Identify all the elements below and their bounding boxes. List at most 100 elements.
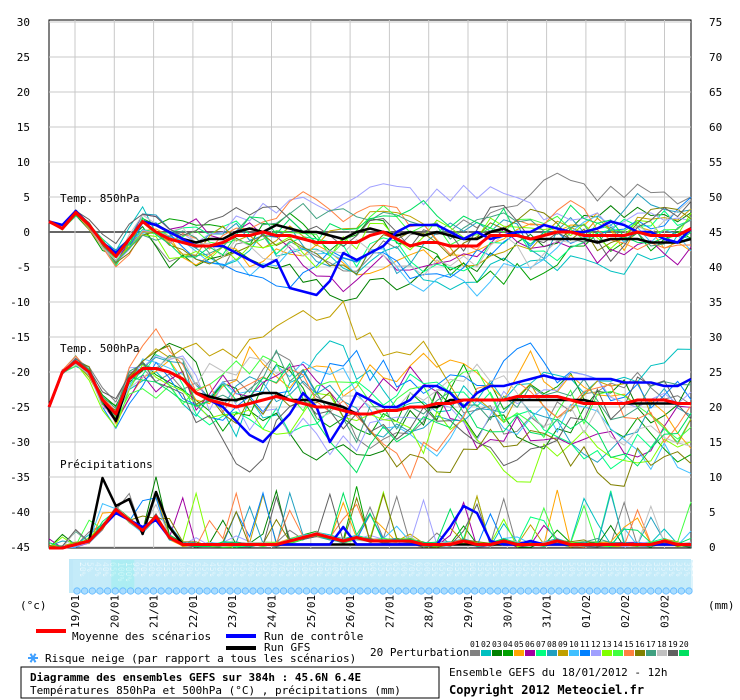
snow-risk-cell	[386, 560, 395, 590]
x-date-label: 28/01	[423, 595, 436, 628]
snow-risk-flake	[624, 587, 632, 595]
snow-risk-cell	[111, 560, 120, 590]
perturbation-id: 12	[591, 640, 601, 649]
snow-risk-flake	[218, 587, 226, 595]
x-date-label: 24/01	[266, 595, 279, 628]
left-tick-label: -25	[10, 401, 30, 414]
snow-risk-flake	[356, 587, 364, 595]
perturbation-line-500	[48, 360, 692, 474]
snow-risk-cell	[486, 560, 495, 590]
left-tick-label: 10	[17, 156, 30, 169]
left-tick-label: -5	[17, 261, 30, 274]
perturbation-line-500	[48, 342, 692, 461]
x-date-label: 29/01	[462, 595, 475, 628]
perturbation-id: 15	[624, 640, 634, 649]
perturbation-id: 13	[602, 640, 612, 649]
snow-risk-flake	[172, 587, 181, 595]
snow-risk-flake	[425, 587, 433, 595]
snow-risk-flake	[88, 587, 96, 595]
snow-risk-flake	[647, 587, 655, 595]
x-date-label: 19/01	[69, 595, 82, 628]
perturbation-swatch	[624, 650, 634, 656]
perturbation-swatch	[668, 650, 678, 656]
snow-risk-cell	[203, 560, 212, 590]
snow-risk-cell	[409, 560, 418, 590]
perturbation-line-500	[48, 327, 692, 480]
snow-risk-flake	[562, 587, 571, 595]
snow-risk-cell	[126, 560, 135, 590]
perturbation-swatch	[657, 650, 667, 656]
chart-subtitle: Températures 850hPa et 500hPa (°C) , pré…	[30, 684, 401, 697]
snow-risk-flake	[463, 587, 471, 595]
snow-risk-cell	[157, 560, 166, 590]
perturbation-swatch	[547, 650, 557, 656]
right-tick-label: 30	[709, 331, 722, 344]
perturbation-id: 07	[536, 640, 546, 649]
snow-risk-flake	[364, 587, 372, 595]
snow-risk-cell	[241, 560, 250, 590]
left-tick-label: -20	[10, 366, 30, 379]
right-tick-label: 75	[709, 16, 722, 29]
left-tick-label: -15	[10, 331, 30, 344]
legend-perturbations-label: 20 Perturbations	[370, 646, 476, 659]
snow-risk-flake	[517, 587, 525, 595]
perturbation-line-500	[48, 300, 692, 446]
snow-risk-cell	[478, 560, 487, 590]
perturbation-swatch	[492, 650, 502, 656]
perturbation-swatch	[613, 650, 623, 656]
left-tick-label: -10	[10, 296, 30, 309]
snow-risk-cell	[600, 560, 609, 590]
x-date-label: 02/02	[619, 595, 632, 628]
left-tick-label: -30	[10, 436, 30, 449]
snow-risk-flake	[111, 587, 119, 595]
snow-risk-flake	[616, 587, 624, 595]
perturbation-swatch	[481, 650, 491, 656]
snow-risk-cell	[394, 560, 403, 590]
snow-risk-flake	[142, 587, 150, 595]
snow-risk-flake	[226, 587, 234, 595]
right-tick-label: 60	[709, 121, 722, 134]
plot-frame	[48, 19, 692, 549]
snow-risk-flake	[104, 587, 112, 595]
snow-risk-cell	[547, 560, 556, 590]
left-tick-label: 15	[17, 121, 30, 134]
snow-risk-flake	[654, 587, 663, 595]
snow-risk-cell	[585, 560, 594, 590]
snow-risk-cell	[333, 560, 342, 590]
snow-risk-cell	[172, 560, 181, 590]
snow-risk-flake	[662, 587, 670, 595]
snow-risk-cell	[516, 560, 525, 590]
snow-risk-flake	[432, 587, 441, 595]
perturbation-line-500	[48, 353, 692, 470]
right-tick-label: 35	[709, 296, 722, 309]
snow-risk-flake	[371, 587, 379, 595]
snow-risk-cell	[677, 560, 686, 590]
snow-risk-value: 35%	[690, 562, 699, 577]
snow-risk-cell	[95, 560, 104, 590]
snow-risk-flake	[81, 587, 89, 595]
left-tick-label: -40	[10, 506, 30, 519]
snow-risk-cell	[463, 560, 472, 590]
legend-snow-risk-label: Risque neige (par rapport a tous les scé…	[45, 652, 356, 665]
left-tick-label: 5	[23, 191, 30, 204]
snow-risk-flake	[379, 587, 387, 595]
snow-risk-flake	[333, 587, 341, 595]
mean-line-t850	[48, 210, 692, 258]
snow-risk-cell	[363, 560, 372, 590]
snow-risk-cell	[379, 560, 387, 590]
perturbation-line-500	[48, 362, 692, 458]
snow-risk-flake	[203, 587, 211, 595]
perturbation-swatch	[514, 650, 524, 656]
perturbation-id: 17	[646, 640, 656, 649]
snow-risk-flake	[601, 587, 609, 595]
x-date-label: 25/01	[305, 595, 318, 628]
perturbation-swatch	[591, 650, 601, 656]
snow-risk-cell	[279, 560, 288, 590]
legend-control-label: Run de contrôle	[264, 630, 363, 643]
perturbation-id: 14	[613, 640, 623, 649]
snow-risk-flake	[409, 587, 418, 595]
title-box	[20, 666, 440, 699]
snow-risk-cell	[218, 560, 227, 590]
snow-risk-cell	[470, 560, 479, 590]
snow-risk-cell	[577, 560, 586, 590]
